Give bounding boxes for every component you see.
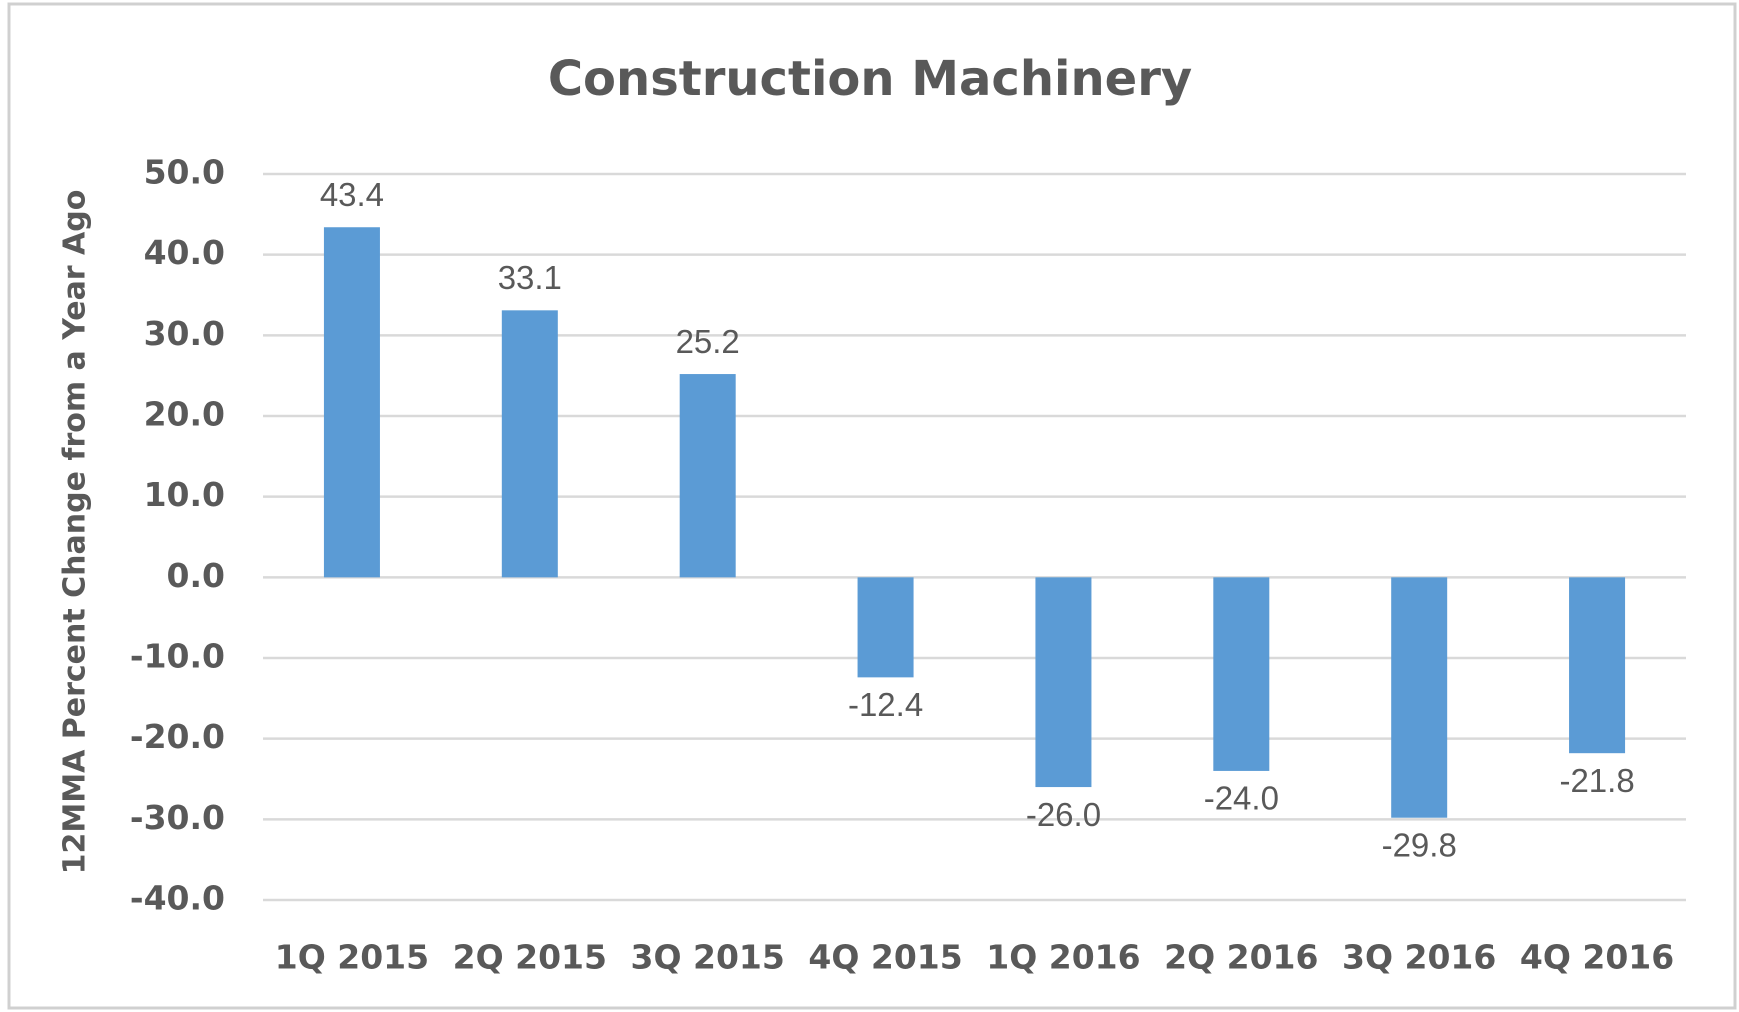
x-tick-label: 3Q 2015: [631, 938, 785, 977]
data-label: 33.1: [498, 259, 562, 296]
x-tick-label: 2Q 2016: [1164, 938, 1318, 977]
bar: [1391, 577, 1448, 818]
x-tick-label: 2Q 2015: [453, 938, 607, 977]
y-tick-label: 30.0: [144, 314, 225, 353]
y-axis-label: 12MMA Percent Change from a Year Ago: [58, 190, 93, 875]
data-label: -24.0: [1204, 780, 1279, 817]
chart-border: [7, 2, 1737, 1010]
bar: [1035, 577, 1092, 788]
bar: [679, 374, 736, 578]
y-tick-label: -10.0: [130, 637, 225, 676]
y-tick-label: -40.0: [130, 879, 225, 918]
x-tick-label: 4Q 2015: [808, 938, 962, 977]
data-label: -26.0: [1026, 796, 1101, 833]
bar: [323, 227, 380, 578]
y-tick-label: 0.0: [167, 556, 225, 595]
bar: [1213, 577, 1270, 771]
y-tick-label: 10.0: [144, 475, 225, 514]
bar: [857, 577, 914, 678]
chart-title: Construction Machinery: [548, 51, 1192, 107]
bar: [501, 310, 558, 578]
data-label: -21.8: [1559, 762, 1634, 799]
data-label: 25.2: [676, 323, 740, 360]
x-tick-label: 3Q 2016: [1342, 938, 1496, 977]
data-label: -29.8: [1382, 826, 1457, 863]
y-tick-label: -20.0: [130, 717, 225, 756]
data-label: 43.4: [320, 176, 384, 213]
y-tick-label: 40.0: [144, 233, 225, 272]
x-tick-label: 4Q 2016: [1520, 938, 1674, 977]
y-tick-label: 50.0: [144, 153, 225, 192]
x-tick-label: 1Q 2015: [275, 938, 429, 977]
x-tick-label: 1Q 2016: [986, 938, 1140, 977]
y-tick-label: 20.0: [144, 395, 225, 434]
y-tick-label: -30.0: [130, 798, 225, 837]
bar: [1569, 577, 1626, 754]
data-label: -12.4: [848, 686, 923, 723]
